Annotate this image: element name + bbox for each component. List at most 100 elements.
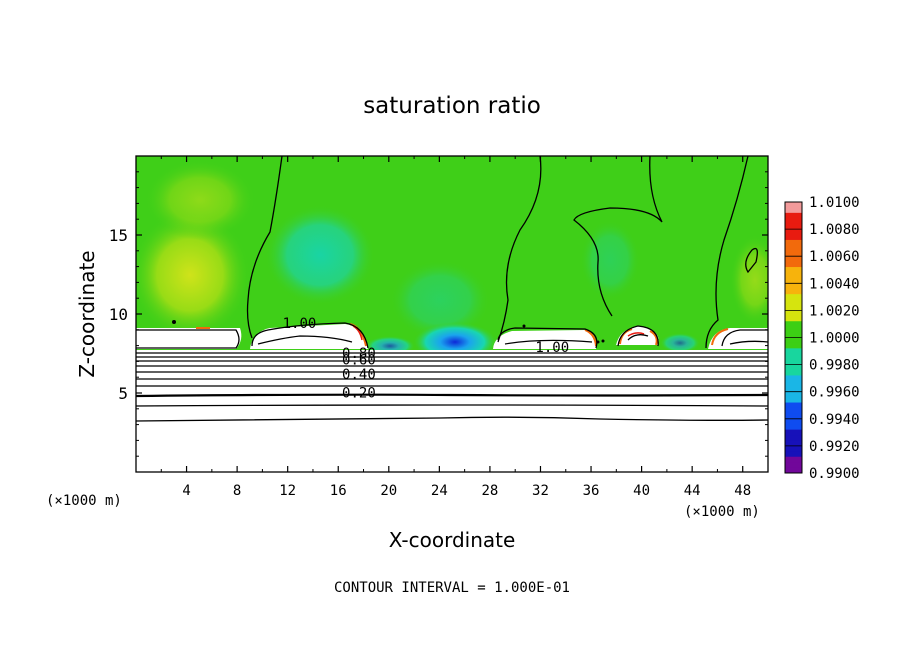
x-tick-label: 28 — [481, 483, 498, 499]
colorbar-label: 1.0000 — [809, 331, 860, 347]
cyan-low-region — [580, 220, 640, 300]
contour-label: 0.60 — [342, 353, 376, 369]
yellow-high-region — [730, 235, 768, 325]
colorbar-swatch — [785, 218, 802, 225]
x-tick-label: 24 — [431, 483, 448, 499]
colorbar-swatch — [785, 207, 802, 214]
colorbar-label: 0.9960 — [809, 385, 860, 401]
colorbar-swatch — [785, 261, 802, 268]
colorbar-swatch — [785, 364, 802, 371]
y-tick-label: 10 — [109, 305, 128, 324]
x-axis-unit: (×1000 m) — [46, 493, 122, 509]
colorbar-swatch — [785, 348, 802, 355]
colorbar-swatch — [785, 445, 802, 452]
x-tick-label: 12 — [279, 483, 296, 499]
contour-label: 0.80 — [342, 346, 376, 362]
colorbar-swatch — [785, 407, 802, 414]
colorbar-swatch — [785, 223, 802, 230]
blue-min-region — [660, 333, 700, 353]
colorbar-label: 0.9940 — [809, 412, 860, 428]
colorbar-label: 1.0060 — [809, 249, 860, 265]
colorbar-swatch — [785, 212, 802, 219]
colorbar-swatch — [785, 424, 802, 431]
colorbar-swatch — [785, 304, 802, 311]
colorbar-label: 1.0080 — [809, 222, 860, 238]
colorbar-swatch — [785, 299, 802, 306]
colorbar-label: 0.9900 — [809, 466, 860, 482]
y-axis-ticks: 5 10 15 — [109, 171, 768, 457]
x-tick-label: 36 — [583, 483, 600, 499]
colorbar-swatch — [785, 229, 802, 236]
colorbar-swatch — [785, 353, 802, 360]
colorbar-swatch — [785, 239, 802, 246]
contour-label: 1.00 — [535, 340, 569, 356]
contour-lines — [136, 156, 768, 422]
colorbar-swatch — [785, 294, 802, 301]
colorbar-swatch — [785, 342, 802, 349]
colorbar-swatch — [785, 245, 802, 252]
x-tick-label: 4 — [182, 483, 190, 499]
colorbar-swatch — [785, 451, 802, 458]
colorbar-swatch — [785, 418, 802, 425]
colorbar-swatch — [785, 337, 802, 344]
plot-area — [136, 156, 768, 472]
x-tick-label: 40 — [633, 483, 650, 499]
colorbar-swatch — [785, 315, 802, 322]
contour-interval-note: CONTOUR INTERVAL = 1.000E-01 — [334, 580, 570, 596]
colorbar-swatch — [785, 310, 802, 317]
colorbar-swatch — [785, 391, 802, 398]
colorbar-label: 1.0020 — [809, 303, 860, 319]
colorbar-label: 0.9980 — [809, 358, 860, 374]
colorbar-swatch — [785, 375, 802, 382]
x-tick-label: 16 — [330, 483, 347, 499]
colorbar-swatch — [785, 380, 802, 387]
colorbar-swatch — [785, 435, 802, 441]
colorbar-label: 1.0100 — [809, 195, 860, 211]
colorbar-swatch — [785, 277, 802, 284]
colorbar-swatch — [785, 272, 802, 279]
colorbar: 1.0100 1.0080 1.0060 1.0040 1.0020 1.0000 0.99… — [784, 195, 860, 482]
x-tick-label: 32 — [532, 483, 549, 499]
colorbar-swatch — [785, 256, 802, 263]
contour-label: 0.20 — [342, 386, 376, 402]
yellow-high-region — [136, 210, 250, 340]
x-tick-label: 8 — [233, 483, 241, 499]
colorbar-swatch — [785, 370, 802, 376]
colorbar-swatch — [785, 250, 802, 257]
contour-label-group: 1.00 1.00 0.80 0.60 0.40 0.20 — [283, 316, 570, 402]
colorbar-swatch — [785, 440, 802, 447]
colorbar-swatch — [785, 402, 802, 409]
x-tick-label: 20 — [380, 483, 397, 499]
y-axis-label: Z-coordinate — [75, 250, 99, 377]
contour-label: 0.40 — [342, 367, 376, 383]
colorbar-swatch — [785, 467, 802, 474]
x-axis-label: X-coordinate — [389, 528, 516, 552]
colorbar-swatch — [785, 456, 802, 463]
cyan-low-region — [265, 205, 375, 305]
x-axis-unit-right: (×1000 m) — [684, 504, 760, 520]
x-tick-label: 44 — [684, 483, 701, 499]
colorbar-label: 0.9920 — [809, 439, 860, 455]
contour-label: 1.00 — [283, 316, 317, 332]
colorbar-swatch — [785, 397, 802, 404]
colorbar-swatch — [785, 283, 802, 290]
colorbar-swatch — [785, 332, 802, 338]
colorbar-swatch — [785, 413, 802, 420]
colorbar-swatch — [785, 462, 802, 469]
colorbar-swatch — [785, 202, 802, 208]
colorbar-label: 1.0040 — [809, 276, 860, 292]
colorbar-swatch — [785, 429, 802, 436]
y-tick-label: 15 — [109, 226, 128, 245]
colorbar-swatch — [785, 386, 802, 393]
colorbar-swatch — [785, 321, 802, 328]
contour-marks — [172, 320, 605, 344]
cloud-region — [136, 328, 242, 349]
yellow-high-region — [145, 160, 255, 240]
cyan-low-region — [390, 260, 490, 340]
red-fringe — [352, 325, 645, 341]
x-tick-label: 48 — [734, 483, 751, 499]
colorbar-swatch — [785, 267, 802, 273]
y-tick-label: 5 — [118, 384, 128, 403]
lower-white-region — [136, 350, 768, 472]
